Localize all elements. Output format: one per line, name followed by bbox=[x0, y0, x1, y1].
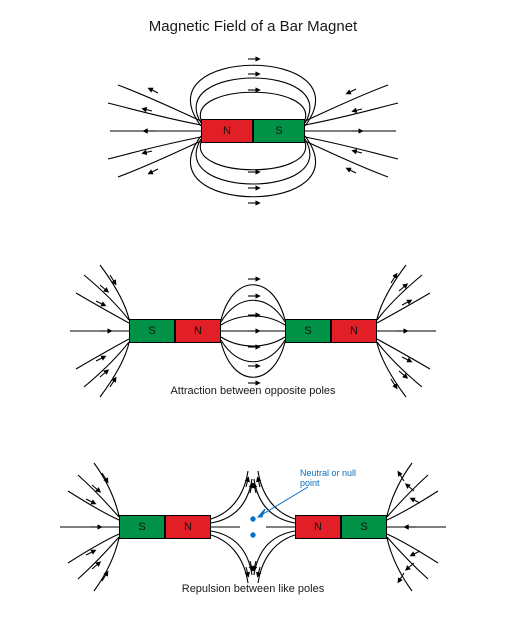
d3-m1-south: S bbox=[119, 515, 165, 539]
d1-north: N bbox=[201, 119, 253, 143]
d3-m2-south: S bbox=[341, 515, 387, 539]
annotation-neutral-point: Neutral or null point bbox=[300, 469, 356, 489]
d3-m2-north: N bbox=[295, 515, 341, 539]
d2-m1-south: S bbox=[129, 319, 175, 343]
d2-m2-south: S bbox=[285, 319, 331, 343]
caption-attraction: Attraction between opposite poles bbox=[0, 385, 506, 397]
d3-m1-north: N bbox=[165, 515, 211, 539]
d2-m1-north: N bbox=[175, 319, 221, 343]
d1-south: S bbox=[253, 119, 305, 143]
attraction-field bbox=[70, 265, 436, 397]
d2-m2-north: N bbox=[331, 319, 377, 343]
repulsion-field bbox=[60, 463, 446, 591]
caption-repulsion: Repulsion between like poles bbox=[0, 583, 506, 595]
page-title: Magnetic Field of a Bar Magnet bbox=[0, 0, 506, 35]
